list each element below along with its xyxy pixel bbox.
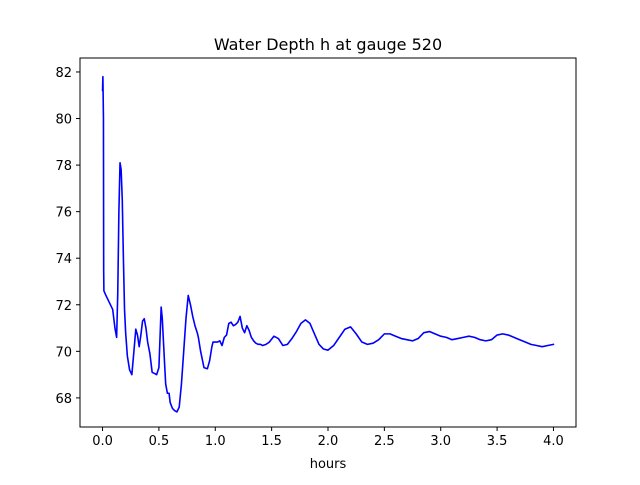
x-tick-label: 1.5 [261,434,282,449]
x-tick-label: 3.5 [487,434,508,449]
y-tick-label: 82 [55,66,72,81]
x-tick-label: 4.0 [543,434,564,449]
x-tick-label: 2.0 [318,434,339,449]
y-tick-label: 68 [55,392,72,407]
y-tick-label: 70 [55,345,72,360]
x-tick-label: 0.0 [92,434,113,449]
y-tick-label: 76 [55,206,72,221]
x-tick-label: 1.0 [205,434,226,449]
x-tick-label: 0.5 [149,434,170,449]
x-axis-label: hours [310,457,347,472]
chart-title: Water Depth h at gauge 520 [214,35,442,54]
y-tick-label: 74 [55,252,72,267]
axis-ticks: 0.0 0.5 1.0 1.5 2.0 2.5 3.0 3.5 4.0 68 70 72 74 76 78 8… [55,66,563,449]
y-tick-label: 72 [55,299,72,314]
y-tick-label: 80 [55,113,72,128]
y-tick-label: 78 [55,159,72,174]
x-tick-label: 2.5 [374,434,395,449]
x-tick-label: 3.0 [430,434,451,449]
series-line-0 [101,75,555,413]
